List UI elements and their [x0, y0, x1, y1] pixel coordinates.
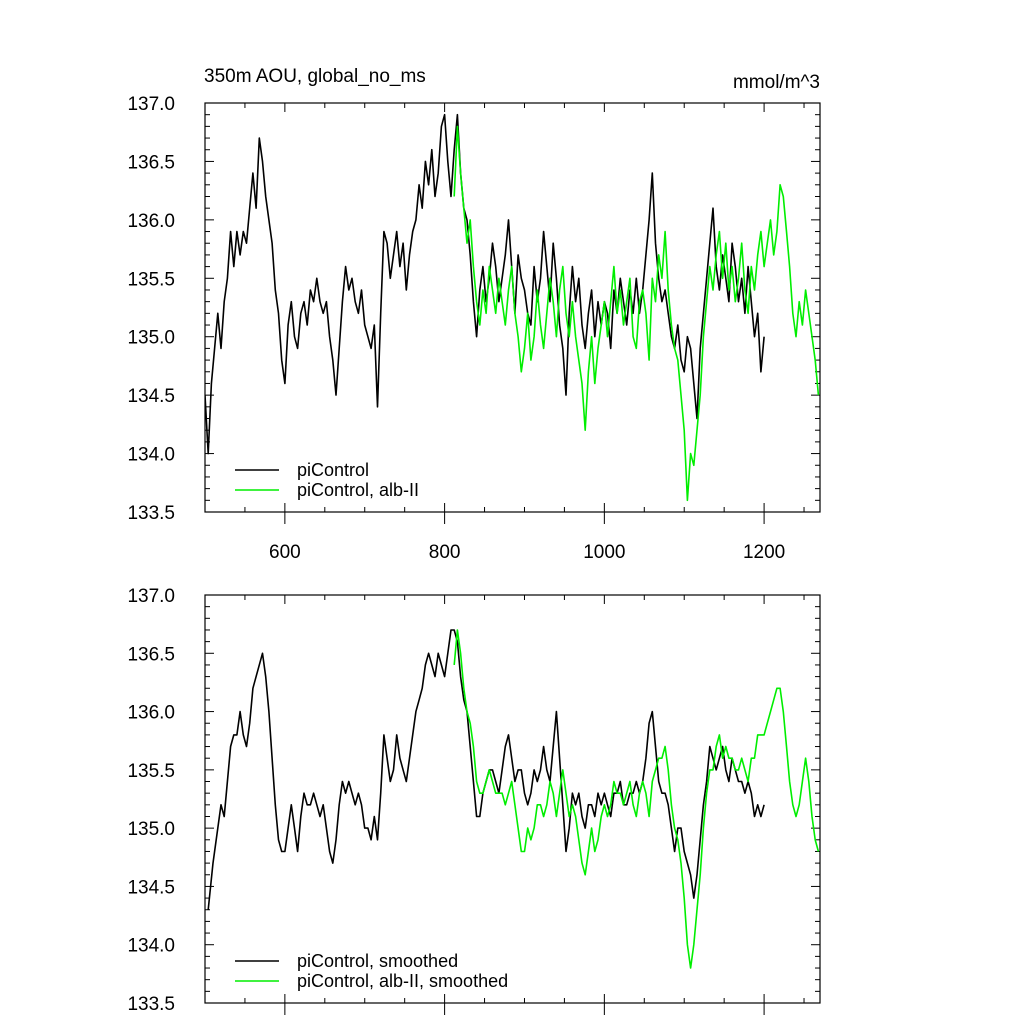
y-tick-label: 136.0: [127, 211, 175, 232]
bottom-panel: 133.5 134.0 134.5 135.0 135.5 136.0 136.5 137.0…: [127, 586, 821, 1015]
y-tick-label: 135.0: [127, 819, 175, 840]
y-tick-label: 136.5: [127, 644, 175, 665]
legend-label: piControl, alb-II, smoothed: [297, 971, 508, 991]
y-tick-label: 136.5: [127, 152, 175, 173]
y-tick-label: 137.0: [127, 94, 175, 115]
y-tick-label: 135.5: [127, 761, 175, 782]
x-tick-label: 1200: [743, 542, 785, 563]
y-tick-label: 137.0: [127, 586, 175, 607]
series-line-1: [453, 125, 820, 502]
legend-label: piControl: [297, 460, 369, 480]
y-tick-label: 136.0: [127, 703, 175, 724]
chart-title: 350m AOU, global_no_ms: [204, 66, 426, 87]
y-tick-label: 134.5: [127, 877, 175, 898]
y-tick-label: 133.5: [127, 994, 175, 1015]
x-tick-label: 600: [269, 542, 301, 563]
x-tick-label: 800: [429, 542, 461, 563]
top-panel: 133.5 134.0 134.5 135.0 135.5 136.0 136.5 137.0…: [127, 94, 821, 563]
y-tick-label: 134.0: [127, 936, 175, 957]
y-tick-label: 135.5: [127, 269, 175, 290]
plot-frame: [204, 102, 821, 513]
y-tick-label: 134.5: [127, 386, 175, 407]
plot-frame: [204, 594, 821, 1004]
y-tick-label: 135.0: [127, 328, 175, 349]
y-tick-label: 133.5: [127, 503, 175, 524]
x-tick-label: 1000: [583, 542, 625, 563]
series-line-0: [205, 113, 765, 455]
series-line-1: [453, 629, 820, 969]
legend-label: piControl, alb-II: [297, 480, 419, 500]
y-tick-label: 134.0: [127, 445, 175, 466]
legend-label: piControl, smoothed: [297, 951, 458, 971]
units-label: mmol/m^3: [733, 72, 820, 93]
